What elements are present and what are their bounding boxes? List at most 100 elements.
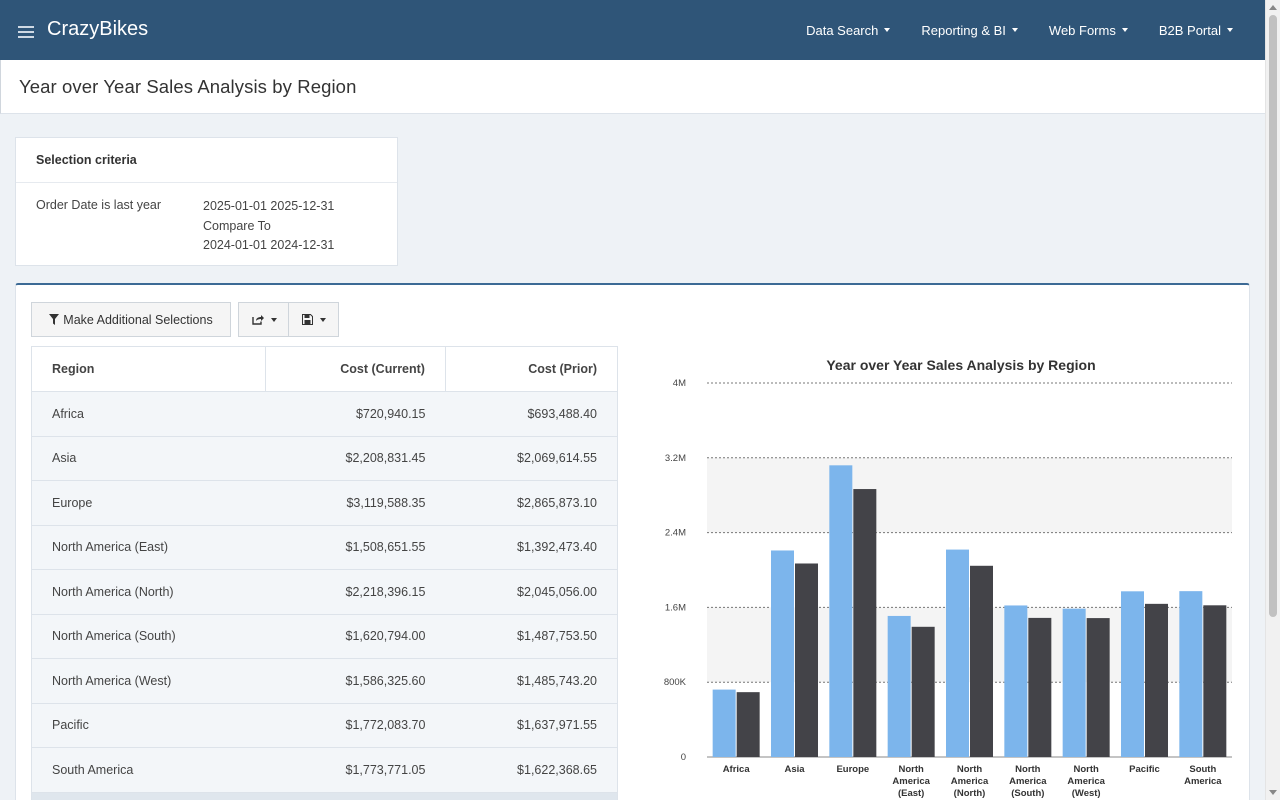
- caret-down-icon: [884, 28, 891, 33]
- bar-prior: [795, 563, 818, 757]
- cell-cost-prior: $1,485,743.20: [445, 658, 619, 704]
- hamburger-menu-icon[interactable]: [18, 26, 34, 38]
- x-tick-label: Europe: [836, 764, 869, 775]
- cell-cost-current: $1,772,083.70: [265, 702, 446, 748]
- cell-cost-current: $1,620,794.00: [265, 613, 446, 659]
- filter-icon: [49, 314, 60, 325]
- data-table-wrapper: Region Cost (Current) Cost (Prior) Afric…: [30, 346, 619, 800]
- bar-prior: [736, 692, 760, 757]
- nav-b2b-portal[interactable]: B2B Portal: [1159, 23, 1233, 38]
- table-row[interactable]: Pacific $1,772,083.70 $1,637,971.55: [30, 702, 619, 748]
- scroll-up-arrow-icon[interactable]: [1269, 5, 1277, 10]
- table-row[interactable]: South America $1,773,771.05 $1,622,368.65: [30, 747, 619, 793]
- cell-cost-current: $3,119,588.35: [265, 480, 446, 526]
- cell-region: North America (West): [30, 658, 266, 704]
- table-row[interactable]: Asia $2,208,831.45 $2,069,614.55: [30, 435, 619, 481]
- compare-to-label: Compare To: [203, 218, 271, 233]
- y-tick-label: 800K: [664, 677, 687, 688]
- top-navbar: CrazyBikes Data Search Reporting & BI We…: [0, 0, 1265, 60]
- table-footer-row: [31, 792, 618, 800]
- data-table: Region Cost (Current) Cost (Prior) Afric…: [30, 346, 619, 793]
- nav-web-forms[interactable]: Web Forms: [1049, 23, 1128, 38]
- table-row[interactable]: North America (North) $2,218,396.15 $2,045…: [30, 569, 619, 615]
- grid-band: [707, 457, 1232, 533]
- scroll-down-arrow-icon[interactable]: [1269, 790, 1277, 795]
- cell-cost-prior: $1,622,368.65: [445, 747, 619, 793]
- brand-logo[interactable]: CrazyBikes: [47, 18, 149, 40]
- bar-current: [1062, 608, 1086, 757]
- bar-current: [887, 615, 911, 757]
- x-tick-label: North America (West): [1067, 764, 1105, 799]
- bar-prior: [1145, 603, 1168, 757]
- make-additional-selections-button[interactable]: Make Additional Selections: [31, 302, 231, 337]
- nav-data-search[interactable]: Data Search: [806, 22, 891, 38]
- cell-region: Asia: [30, 435, 266, 481]
- cell-region: Pacific: [30, 702, 266, 748]
- vertical-scrollbar[interactable]: [1265, 0, 1280, 800]
- cell-cost-prior: $1,487,753.50: [445, 613, 619, 659]
- cell-region: North America (East): [30, 524, 266, 570]
- cell-cost-prior: $2,069,614.55: [445, 435, 619, 481]
- x-tick-label: Africa: [723, 764, 751, 775]
- cell-cost-prior: $1,392,473.40: [445, 524, 619, 570]
- cell-region: Africa: [30, 391, 266, 437]
- selection-criteria-heading: Selection criteria: [16, 138, 397, 183]
- y-tick-label: 0: [681, 752, 686, 763]
- table-row[interactable]: North America (West) $1,586,325.60 $1,485,…: [30, 658, 619, 704]
- x-tick-label: South America: [1184, 764, 1222, 787]
- caret-down-icon: [1121, 28, 1128, 33]
- y-tick-label: 2.4M: [665, 528, 686, 539]
- cell-cost-prior: $2,865,873.10: [445, 480, 619, 526]
- bar-current: [712, 689, 736, 757]
- share-export-button[interactable]: [238, 302, 289, 337]
- cell-region: North America (South): [30, 613, 266, 659]
- nav-reporting-bi[interactable]: Reporting & BI: [921, 23, 1018, 38]
- cell-cost-prior: $1,637,971.55: [445, 702, 619, 748]
- cell-cost-prior: $693,488.40: [445, 391, 619, 437]
- column-header-region[interactable]: Region: [30, 346, 267, 392]
- table-row[interactable]: Africa $720,940.15 $693,488.40: [30, 391, 619, 437]
- bar-current: [1121, 591, 1144, 757]
- cell-region: Europe: [30, 480, 266, 526]
- x-tick-label: Asia: [784, 764, 805, 775]
- report-panel: Make Additional Selections Region Cost (…: [15, 283, 1250, 800]
- page-title: Year over Year Sales Analysis by Region: [19, 76, 357, 97]
- table-row[interactable]: Europe $3,119,588.35 $2,865,873.10: [30, 480, 619, 526]
- cell-cost-current: $2,218,396.15: [265, 569, 446, 615]
- cell-cost-prior: $2,045,056.00: [445, 569, 619, 615]
- x-tick-label: North America (East): [892, 764, 930, 799]
- bar-prior: [1203, 605, 1227, 757]
- sales-bar-chart: 0 800K 1.6M 2.4M 3.2M 4M Year over Year Sales …: [664, 357, 1232, 799]
- page-header: Year over Year Sales Analysis by Region: [0, 60, 1265, 114]
- nav-label: B2B Portal: [1158, 22, 1221, 38]
- scrollbar-thumb[interactable]: [1269, 15, 1277, 617]
- bar-prior: [853, 489, 877, 757]
- table-row[interactable]: North America (East) $1,508,651.55 $1,392,…: [30, 524, 619, 570]
- nav-label: Data Search: [806, 22, 879, 38]
- column-header-cost-current[interactable]: Cost (Current): [265, 346, 446, 392]
- bar-prior: [1086, 618, 1110, 757]
- grid-band: [707, 607, 1232, 683]
- column-header-cost-prior[interactable]: Cost (Prior): [444, 346, 619, 392]
- bar-current: [1004, 605, 1028, 757]
- share-icon: [251, 315, 264, 325]
- chart-title: Year over Year Sales Analysis by Region: [826, 357, 1095, 373]
- save-icon: [301, 314, 313, 325]
- table-header-row: Region Cost (Current) Cost (Prior): [30, 346, 619, 392]
- nav-label: Web Forms: [1048, 22, 1116, 38]
- prior-date-range: 2024-01-01 2024-12-31: [203, 238, 335, 252]
- save-button[interactable]: [288, 302, 339, 337]
- table-row[interactable]: North America (South) $1,620,794.00 $1,487…: [30, 613, 619, 659]
- x-tick-label: North America (North): [951, 764, 989, 799]
- caret-down-icon: [1227, 28, 1233, 33]
- bar-current: [771, 550, 794, 757]
- y-tick-label: 3.2M: [665, 453, 686, 464]
- caret-down-icon: [1011, 28, 1018, 33]
- caret-down-icon: [270, 317, 277, 322]
- current-date-range: 2025-01-01 2025-12-31: [203, 199, 335, 213]
- x-tick-label: North America (South): [1009, 764, 1047, 799]
- x-tick-label: Pacific: [1129, 764, 1160, 775]
- bar-prior: [911, 626, 935, 757]
- nav-label: Reporting & BI: [921, 22, 1006, 38]
- cell-cost-current: $2,208,831.45: [265, 435, 446, 481]
